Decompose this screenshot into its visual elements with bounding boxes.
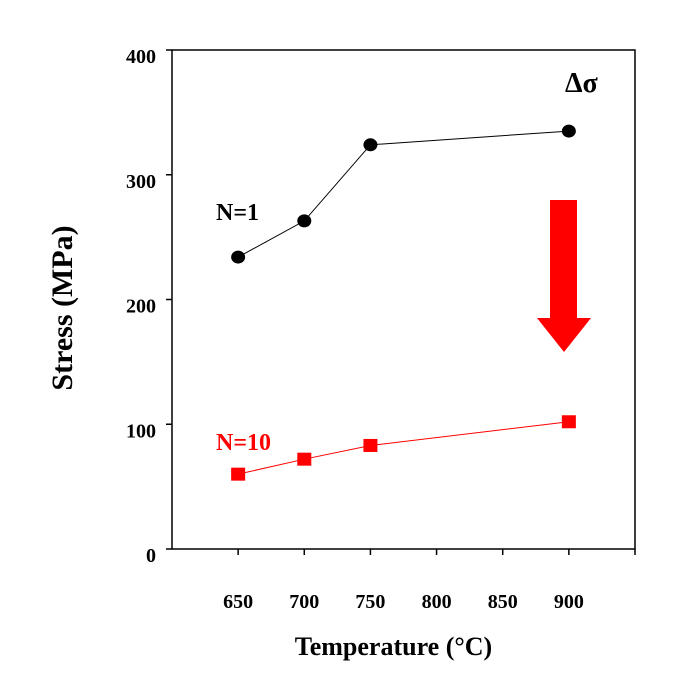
series-label-n1: N=1 — [216, 200, 259, 226]
x-axis-title: Temperature (°C) — [295, 632, 492, 661]
data-point — [231, 250, 246, 264]
series-line-N=1 — [237, 130, 569, 258]
y-tick-label: 200 — [126, 296, 156, 318]
x-tick-label: 700 — [289, 591, 319, 613]
y-tick-label: 100 — [126, 420, 156, 442]
series-line-N=10 — [238, 421, 569, 475]
data-point — [297, 214, 312, 228]
data-point — [297, 452, 312, 466]
x-tick-label: 750 — [355, 591, 385, 613]
data-point — [363, 138, 378, 152]
y-tick-label: 400 — [126, 46, 156, 68]
down-arrow-icon — [537, 200, 591, 352]
data-point — [363, 438, 378, 452]
x-tick-label: 900 — [554, 591, 584, 613]
delta-sigma-label: Δσ — [565, 68, 599, 99]
data-point — [561, 124, 576, 138]
data-point — [231, 467, 246, 481]
data-point — [561, 415, 576, 429]
y-tick-label: 300 — [126, 171, 156, 193]
x-tick-label: 650 — [223, 591, 253, 613]
y-axis-title: Stress (MPa) — [46, 225, 79, 390]
series-label-n10: N=10 — [216, 430, 271, 456]
x-tick-label: 800 — [422, 591, 452, 613]
y-tick-label: 0 — [146, 545, 156, 567]
x-tick-label: 850 — [488, 591, 518, 613]
